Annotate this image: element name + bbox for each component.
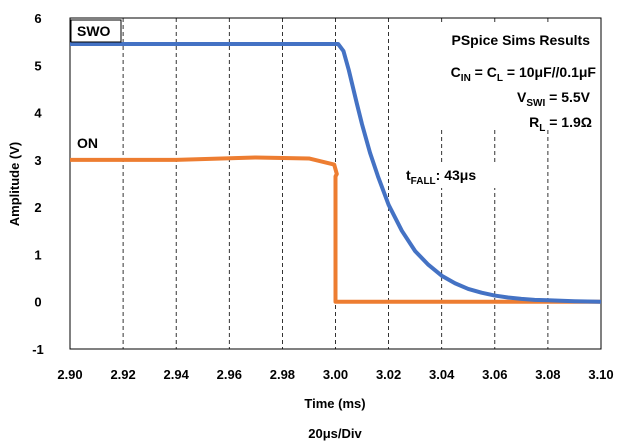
vswi-label: VSWI = 5.5V xyxy=(517,89,591,109)
x-tick-label: 3.02 xyxy=(376,367,401,382)
capacitance-label: CIN = CL = 10μF//0.1μF xyxy=(451,64,597,84)
series-line-swo xyxy=(70,42,602,304)
division-note: 20μs/Div xyxy=(308,426,362,441)
y-tick-label: -1 xyxy=(32,342,44,357)
swo-series-label: SWO xyxy=(77,23,111,39)
x-tick-label: 2.94 xyxy=(164,367,190,382)
y-axis-title: Amplitude (V) xyxy=(7,142,22,227)
results-title: PSpice Sims Results xyxy=(451,32,590,48)
y-tick-label: 5 xyxy=(34,58,41,73)
results-annotation-box xyxy=(394,22,598,130)
rl-label: RL = 1.9Ω xyxy=(529,114,592,134)
x-tick-label: 3.08 xyxy=(535,367,560,382)
x-tick-label: 2.98 xyxy=(270,367,295,382)
fall-time-box xyxy=(402,162,512,188)
x-tick-label: 3.04 xyxy=(429,367,455,382)
y-tick-labels: -1 0 1 2 3 4 5 6 xyxy=(32,11,44,357)
x-tick-label: 2.90 xyxy=(57,367,82,382)
x-axis-title: Time (ms) xyxy=(304,396,365,411)
series-lines xyxy=(70,42,602,304)
x-tick-label: 3.06 xyxy=(482,367,507,382)
x-tick-labels: 2.90 2.92 2.94 2.96 2.98 3.00 3.02 3.04 3.06 3.08… xyxy=(57,367,613,382)
x-tick-label: 2.92 xyxy=(110,367,135,382)
x-tick-label: 2.96 xyxy=(217,367,242,382)
y-tick-label: 3 xyxy=(34,153,41,168)
y-tick-label: 0 xyxy=(34,295,41,310)
y-tick-label: 6 xyxy=(34,11,41,26)
fall-time-label: tFALL: 43μs xyxy=(406,167,476,187)
y-tick-label: 1 xyxy=(34,247,41,262)
x-tick-label: 3.10 xyxy=(588,367,613,382)
plot-area-frame xyxy=(69,17,602,350)
x-tick-label: 3.00 xyxy=(323,367,348,382)
series-line-on xyxy=(70,155,601,304)
y-tick-label: 4 xyxy=(34,106,42,121)
on-series-label: ON xyxy=(77,135,98,151)
y-tick-label: 2 xyxy=(34,200,41,215)
swo-tag-box xyxy=(70,19,122,43)
